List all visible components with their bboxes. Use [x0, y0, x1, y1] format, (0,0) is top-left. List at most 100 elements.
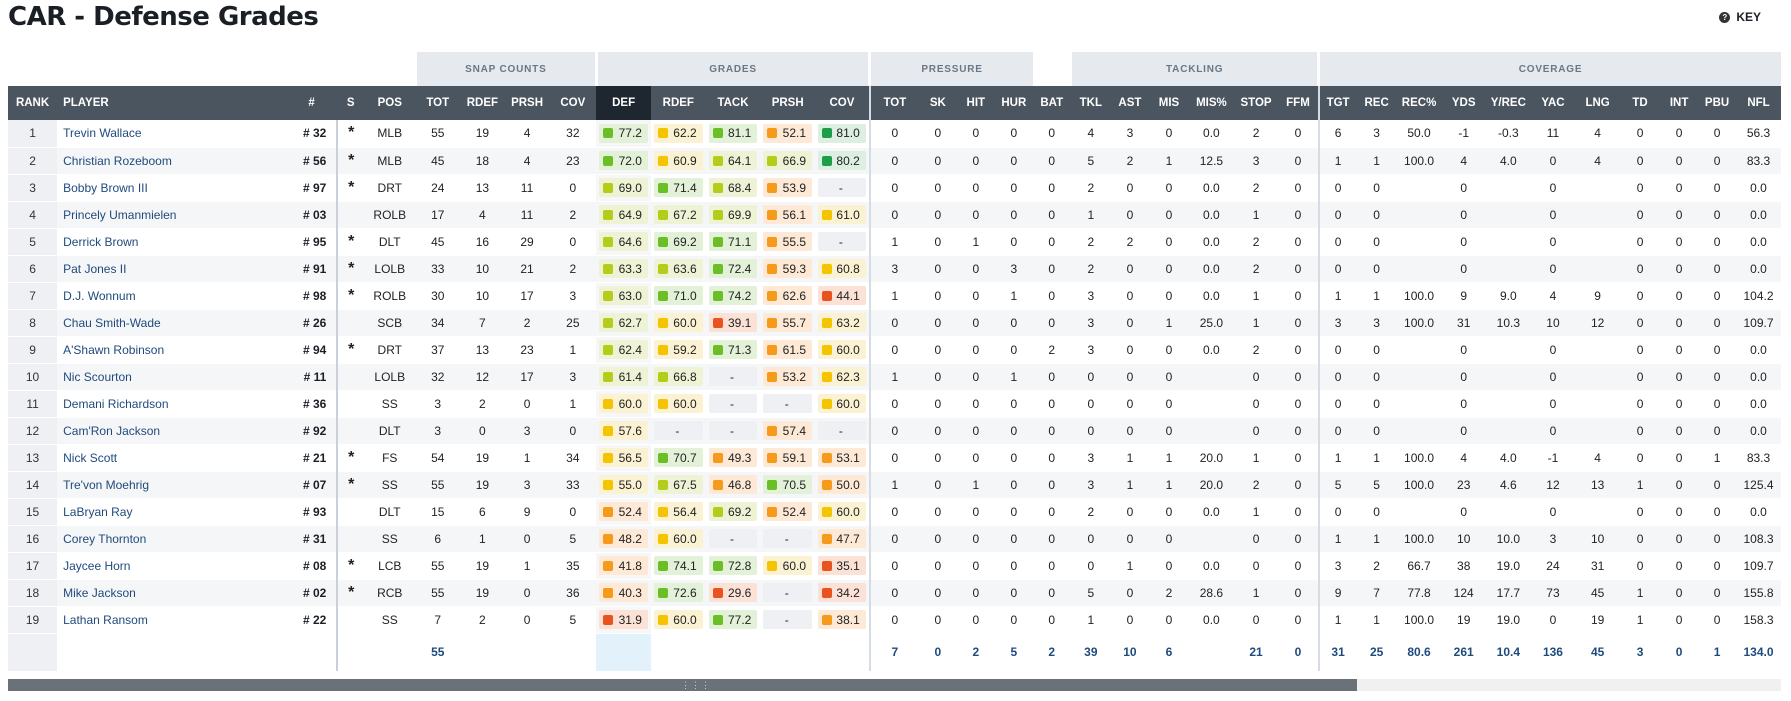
player-name-link[interactable]: Cam'Ron Jackson: [57, 417, 286, 445]
col-header-1-player[interactable]: PLAYER: [57, 86, 286, 120]
table-row[interactable]: 5 Derrick Brown # 95 * DLT 45 16 29 0 64.6 69.2 71.…: [8, 228, 1781, 256]
col-header-6-rdef[interactable]: RDEF: [460, 86, 505, 120]
table-row[interactable]: 10 Nic Scourton # 11 LOLB 32 12 17 3 61.4 66.8-53…: [8, 363, 1781, 391]
col-header-3-s[interactable]: S: [337, 86, 365, 120]
col-header-7-prsh[interactable]: PRSH: [504, 86, 550, 120]
col-header-16-hit[interactable]: HIT: [956, 86, 995, 120]
cell-yds: 0: [1441, 498, 1487, 526]
table-row[interactable]: 7 D.J. Wonnum # 98 * ROLB 30 10 17 3 63.0 71.0 74.2…: [8, 282, 1781, 310]
player-name-link[interactable]: Bobby Brown III: [57, 174, 286, 202]
col-header-32-td[interactable]: TD: [1619, 86, 1661, 120]
table-row[interactable]: 17 Jaycee Horn # 08 * LCB 55 19 1 35 41.8 74.1 72.8…: [8, 552, 1781, 580]
player-name-link[interactable]: Tre'von Moehrig: [57, 471, 286, 499]
col-header-8-cov[interactable]: COV: [549, 86, 597, 120]
col-header-30-yac[interactable]: YAC: [1530, 86, 1576, 120]
col-header-14-tot[interactable]: TOT: [868, 86, 919, 120]
col-header-11-tack[interactable]: TACK: [705, 86, 761, 120]
horizontal-scrollbar[interactable]: ⋮⋮⋮: [8, 679, 1781, 691]
grade-value: 56.1: [782, 207, 807, 222]
col-header-26-rec[interactable]: REC: [1356, 86, 1397, 120]
player-name-link[interactable]: Jaycee Horn: [57, 552, 286, 580]
player-name-link[interactable]: Pat Jones II: [57, 255, 286, 283]
player-name-link[interactable]: Christian Rozeboom: [57, 147, 286, 175]
cell-tot: 3: [415, 390, 461, 418]
col-header-9-def[interactable]: DEF: [596, 86, 651, 120]
player-name-link[interactable]: Nick Scott: [57, 444, 286, 472]
table-row[interactable]: 6 Pat Jones II # 91 * LOLB 33 10 21 2 63.3 63.6 72.…: [8, 255, 1781, 283]
cell-rec-pct: [1396, 363, 1442, 391]
player-name-link[interactable]: Demani Richardson: [57, 390, 286, 418]
col-header-19-tkl[interactable]: TKL: [1070, 86, 1111, 120]
col-header-2-number[interactable]: #: [285, 86, 338, 120]
table-row[interactable]: 3 Bobby Brown III # 97 * DRT 24 13 11 0 69.0 71.4 6…: [8, 174, 1781, 202]
table-row[interactable]: 16 Corey Thornton # 31 SS 6 1 0 5 48.2 60.0- -47.7…: [8, 525, 1781, 553]
col-header-4-pos[interactable]: POS: [364, 86, 416, 120]
cell-nfl: 155.8: [1736, 579, 1781, 607]
player-name-link[interactable]: Princely Umanmielen: [57, 201, 286, 229]
table-row[interactable]: 12 Cam'Ron Jackson # 92 DLT 3 0 3 0 57.6- -57.4-0…: [8, 417, 1781, 445]
col-header-18-bat[interactable]: BAT: [1032, 86, 1071, 120]
col-header-23-stop[interactable]: STOP: [1233, 86, 1279, 120]
grade-color-square: [712, 614, 723, 625]
table-row[interactable]: 9 A'Shawn Robinson # 94 * DRT 37 13 23 1 62.4 59.2…: [8, 336, 1781, 364]
table-row[interactable]: 4 Princely Umanmielen # 03 ROLB 17 4 11 2 64.9 67…: [8, 201, 1781, 229]
col-header-20-ast[interactable]: AST: [1110, 86, 1149, 120]
grade-value: 60.0: [673, 612, 697, 627]
player-name-link[interactable]: LaBryan Ray: [57, 498, 286, 526]
player-name-link[interactable]: Mike Jackson: [57, 579, 286, 607]
col-header-10-rdef[interactable]: RDEF: [650, 86, 706, 120]
cell-tkl: 0: [1070, 552, 1111, 580]
col-header-28-yds[interactable]: YDS: [1441, 86, 1487, 120]
grade-badge: 49.3: [708, 448, 758, 467]
col-header-31-lng[interactable]: LNG: [1575, 86, 1620, 120]
cell-td: 1: [1619, 579, 1661, 607]
col-header-35-nfl[interactable]: NFL: [1736, 86, 1781, 120]
player-name-link[interactable]: A'Shawn Robinson: [57, 336, 286, 364]
table-row[interactable]: 2 Christian Rozeboom # 56 * MLB 45 18 4 23 72.0 60…: [8, 147, 1781, 175]
col-header-29-y-per-rec[interactable]: Y/REC: [1486, 86, 1531, 120]
cell-int: 0: [1660, 147, 1699, 175]
scrollbar-thumb[interactable]: ⋮⋮⋮: [8, 679, 1357, 691]
col-header-22-mis-pct[interactable]: MIS%: [1189, 86, 1234, 120]
grade-value: 52.4: [782, 504, 807, 519]
total-tack: [705, 632, 761, 671]
table-row[interactable]: 19 Lathan Ransom # 22 SS 7 2 0 5 31.9 60.0 77.2-38…: [8, 606, 1781, 634]
col-header-12-prsh[interactable]: PRSH: [760, 86, 816, 120]
cell-rec-pct: 100.0: [1396, 309, 1442, 337]
col-header-27-rec-pct[interactable]: REC%: [1396, 86, 1442, 120]
player-name-link[interactable]: Chau Smith-Wade: [57, 309, 286, 337]
cell-pbu: 0: [1698, 228, 1737, 256]
table-row[interactable]: 1 Trevin Wallace # 32 * MLB 55 19 4 32 77.2 62.2 81…: [8, 120, 1781, 148]
col-header-0-rank[interactable]: RANK: [8, 86, 58, 120]
table-row[interactable]: 13 Nick Scott # 21 * FS 54 19 1 34 56.5 70.7 49.3 59…: [8, 444, 1781, 472]
player-name-link[interactable]: Nic Scourton: [57, 363, 286, 391]
cell-rdef: 4: [460, 201, 505, 229]
col-header-34-pbu[interactable]: PBU: [1698, 86, 1737, 120]
col-header-17-hur[interactable]: HUR: [994, 86, 1033, 120]
cell-ffm: 0: [1278, 174, 1319, 202]
player-name-link[interactable]: Trevin Wallace: [57, 120, 286, 148]
cell-rec: 5: [1356, 471, 1397, 499]
key-button[interactable]: ? KEY: [1719, 10, 1761, 24]
player-name-link[interactable]: Lathan Ransom: [57, 606, 286, 634]
player-name-link[interactable]: Corey Thornton: [57, 525, 286, 553]
col-header-21-mis[interactable]: MIS: [1148, 86, 1190, 120]
total-pos: [364, 632, 416, 671]
col-header-33-int[interactable]: INT: [1660, 86, 1699, 120]
table-row[interactable]: 14 Tre'von Moehrig # 07 * SS 55 19 3 33 55.0 67.5 4…: [8, 471, 1781, 499]
col-header-25-tgt[interactable]: TGT: [1317, 86, 1357, 120]
col-header-13-cov[interactable]: COV: [815, 86, 870, 120]
cell-ast: 0: [1110, 201, 1149, 229]
col-header-24-ffm[interactable]: FFM: [1278, 86, 1319, 120]
player-name-link[interactable]: D.J. Wonnum: [57, 282, 286, 310]
table-row[interactable]: 11 Demani Richardson # 36 SS 3 2 0 1 60.0 60.0- -6…: [8, 390, 1781, 418]
cell-sk: 0: [918, 471, 957, 499]
col-header-15-sk[interactable]: SK: [918, 86, 957, 120]
col-header-5-tot[interactable]: TOT: [415, 86, 461, 120]
table-row[interactable]: 15 LaBryan Ray # 93 DLT 15 6 9 0 52.4 56.4 69.2 52.…: [8, 498, 1781, 526]
table-row[interactable]: 8 Chau Smith-Wade # 26 SCB 34 7 2 25 62.7 60.0 39.…: [8, 309, 1781, 337]
player-name-link[interactable]: Derrick Brown: [57, 228, 286, 256]
grade-color-square: [603, 587, 614, 598]
table-row[interactable]: 18 Mike Jackson # 02 * RCB 55 19 0 36 40.3 72.6 29.…: [8, 579, 1781, 607]
cell-rec: 0: [1356, 201, 1397, 229]
